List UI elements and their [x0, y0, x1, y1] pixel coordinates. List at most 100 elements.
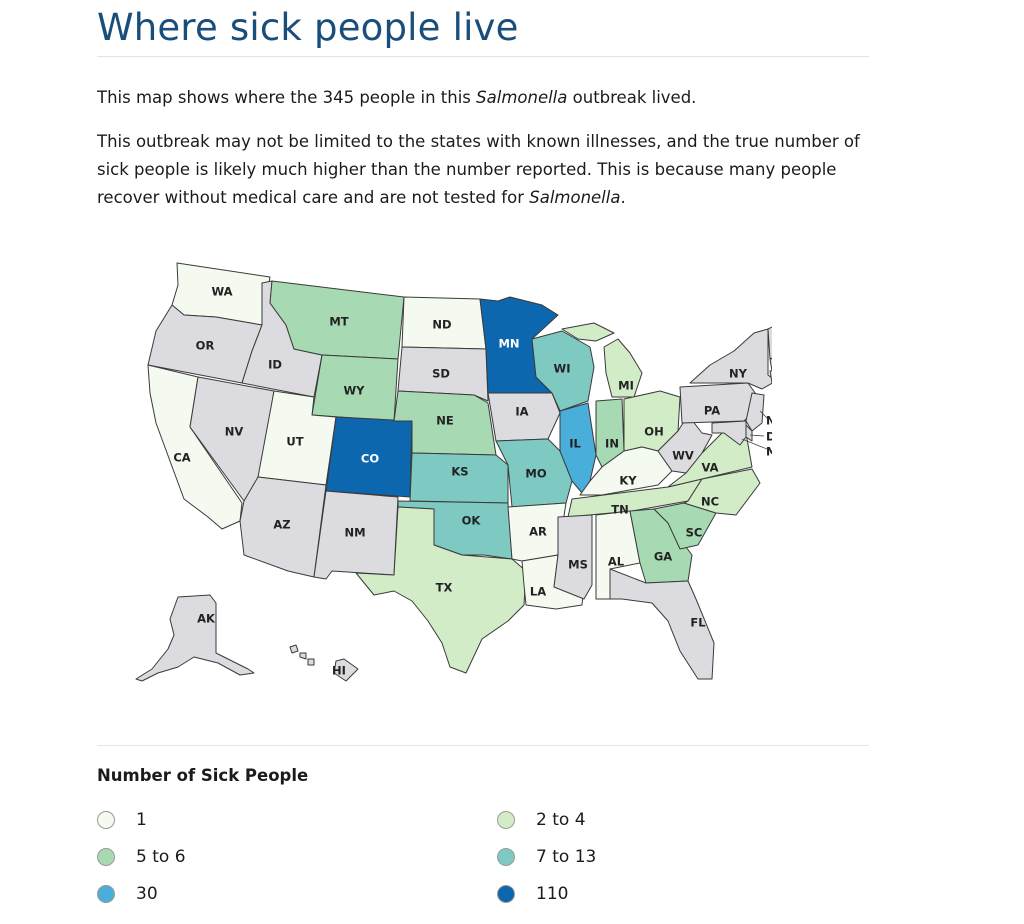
intro-paragraph-2: This outbreak may not be limited to the …: [97, 128, 869, 212]
state-label-IA: IA: [515, 405, 528, 419]
legend-label: 5 to 6: [136, 847, 186, 867]
legend-item-7-to-13: 7 to 13: [497, 846, 596, 868]
state-label-NJ: NJ: [766, 414, 772, 428]
legend-item-1: 1: [97, 809, 147, 831]
state-label-NV: NV: [225, 425, 244, 439]
intro-line: recover without medical care and are not…: [97, 184, 869, 212]
legend-swatch: [97, 848, 115, 866]
state-label-TN: TN: [611, 503, 628, 517]
state-label-ND: ND: [432, 318, 451, 332]
state-VT[interactable]: [767, 325, 772, 360]
legend-label: 2 to 4: [536, 810, 586, 830]
state-label-GA: GA: [654, 550, 672, 564]
state-label-SC: SC: [686, 526, 703, 540]
state-label-SD: SD: [432, 367, 450, 381]
state-WV[interactable]: [657, 414, 713, 474]
state-label-NE: NE: [436, 414, 454, 428]
state-label-FL: FL: [690, 616, 706, 630]
state-label-PA: PA: [704, 404, 720, 418]
state-label-NC: NC: [701, 495, 719, 509]
state-MI[interactable]: [561, 322, 643, 398]
state-SD[interactable]: [397, 346, 489, 402]
legend-label: 110: [536, 884, 569, 904]
leader-DE: [749, 434, 765, 437]
state-label-VA: VA: [701, 461, 718, 475]
state-CT[interactable]: [769, 369, 772, 384]
state-label-MN: MN: [498, 337, 519, 351]
state-label-OR: OR: [196, 339, 215, 353]
state-label-TX: TX: [436, 581, 453, 595]
page-title: Where sick people live: [97, 6, 519, 49]
state-KY[interactable]: [579, 446, 673, 496]
state-label-AL: AL: [608, 555, 625, 569]
state-label-MT: MT: [329, 315, 348, 329]
state-label-HI: HI: [332, 664, 346, 678]
state-FL[interactable]: [609, 568, 715, 680]
legend-label: 7 to 13: [536, 847, 597, 867]
state-label-OH: OH: [644, 425, 663, 439]
state-label-MI: MI: [618, 379, 634, 393]
state-MS[interactable]: [553, 514, 593, 600]
state-labels: WA OR CA ID NV MT WY UT AZ CO NM ND SD N…: [173, 285, 772, 678]
legend-item-110: 110: [497, 883, 568, 905]
legend-label: 30: [136, 884, 158, 904]
legend-swatch: [97, 811, 115, 829]
state-MA[interactable]: [769, 355, 772, 372]
legend-title: Number of Sick People: [97, 766, 309, 785]
us-choropleth-map: WA OR CA ID NV MT WY UT AZ CO NM ND SD N…: [135, 262, 772, 682]
state-NM[interactable]: [313, 490, 399, 580]
state-label-IL: IL: [569, 437, 581, 451]
legend-swatch: [97, 885, 115, 903]
state-AK[interactable]: [135, 594, 255, 682]
title-divider: [97, 56, 869, 57]
legend-swatch: [497, 885, 515, 903]
state-label-NM: NM: [344, 526, 365, 540]
state-NY[interactable]: [689, 328, 772, 390]
intro-text: outbreak lived.: [567, 88, 697, 107]
state-label-AZ: AZ: [273, 518, 290, 532]
intro-text: .: [620, 188, 626, 207]
intro-paragraph-1: This map shows where the 345 people in t…: [97, 84, 869, 112]
legend-swatch: [497, 811, 515, 829]
state-label-ID: ID: [268, 358, 282, 372]
state-label-IN: IN: [605, 437, 619, 451]
state-label-OK: OK: [462, 514, 482, 528]
state-label-AK: AK: [197, 612, 216, 626]
intro-text: This map shows where the 345 people in t…: [97, 88, 477, 107]
state-label-MO: MO: [525, 467, 546, 481]
state-MO[interactable]: [495, 438, 573, 508]
intro-line: This outbreak may not be limited to the …: [97, 132, 860, 151]
state-MD[interactable]: [711, 420, 747, 446]
intro-italic-term: Salmonella: [529, 188, 621, 207]
state-WI[interactable]: [531, 330, 595, 412]
state-label-AR: AR: [529, 525, 547, 539]
legend-label: 1: [136, 810, 147, 830]
legend-item-5-to-6: 5 to 6: [97, 846, 186, 868]
legend-divider: [97, 745, 869, 746]
state-NJ[interactable]: [745, 392, 765, 432]
state-label-NY: NY: [729, 367, 748, 381]
state-label-WV: WV: [672, 449, 694, 463]
leader-lines: [741, 410, 772, 452]
state-label-DE: DE: [766, 430, 772, 444]
state-label-WA: WA: [211, 285, 232, 299]
state-label-CA: CA: [173, 451, 190, 465]
state-KS[interactable]: [409, 452, 509, 504]
state-label-LA: LA: [530, 585, 546, 599]
legend-item-30: 30: [97, 883, 158, 905]
state-TX[interactable]: [355, 506, 527, 674]
state-label-MS: MS: [568, 558, 588, 572]
state-label-WI: WI: [554, 362, 571, 376]
leader-MD: [741, 438, 772, 452]
state-MT[interactable]: [269, 280, 405, 360]
state-IA[interactable]: [487, 392, 561, 442]
state-HI[interactable]: [289, 644, 359, 682]
legend-swatch: [497, 848, 515, 866]
state-label-KY: KY: [619, 474, 637, 488]
state-label-MD: MD: [766, 445, 772, 459]
state-AZ[interactable]: [239, 476, 327, 578]
state-label-WY: WY: [343, 384, 365, 398]
state-label-KS: KS: [451, 465, 468, 479]
states-layer: [135, 262, 772, 682]
state-label-CO: CO: [361, 452, 379, 466]
